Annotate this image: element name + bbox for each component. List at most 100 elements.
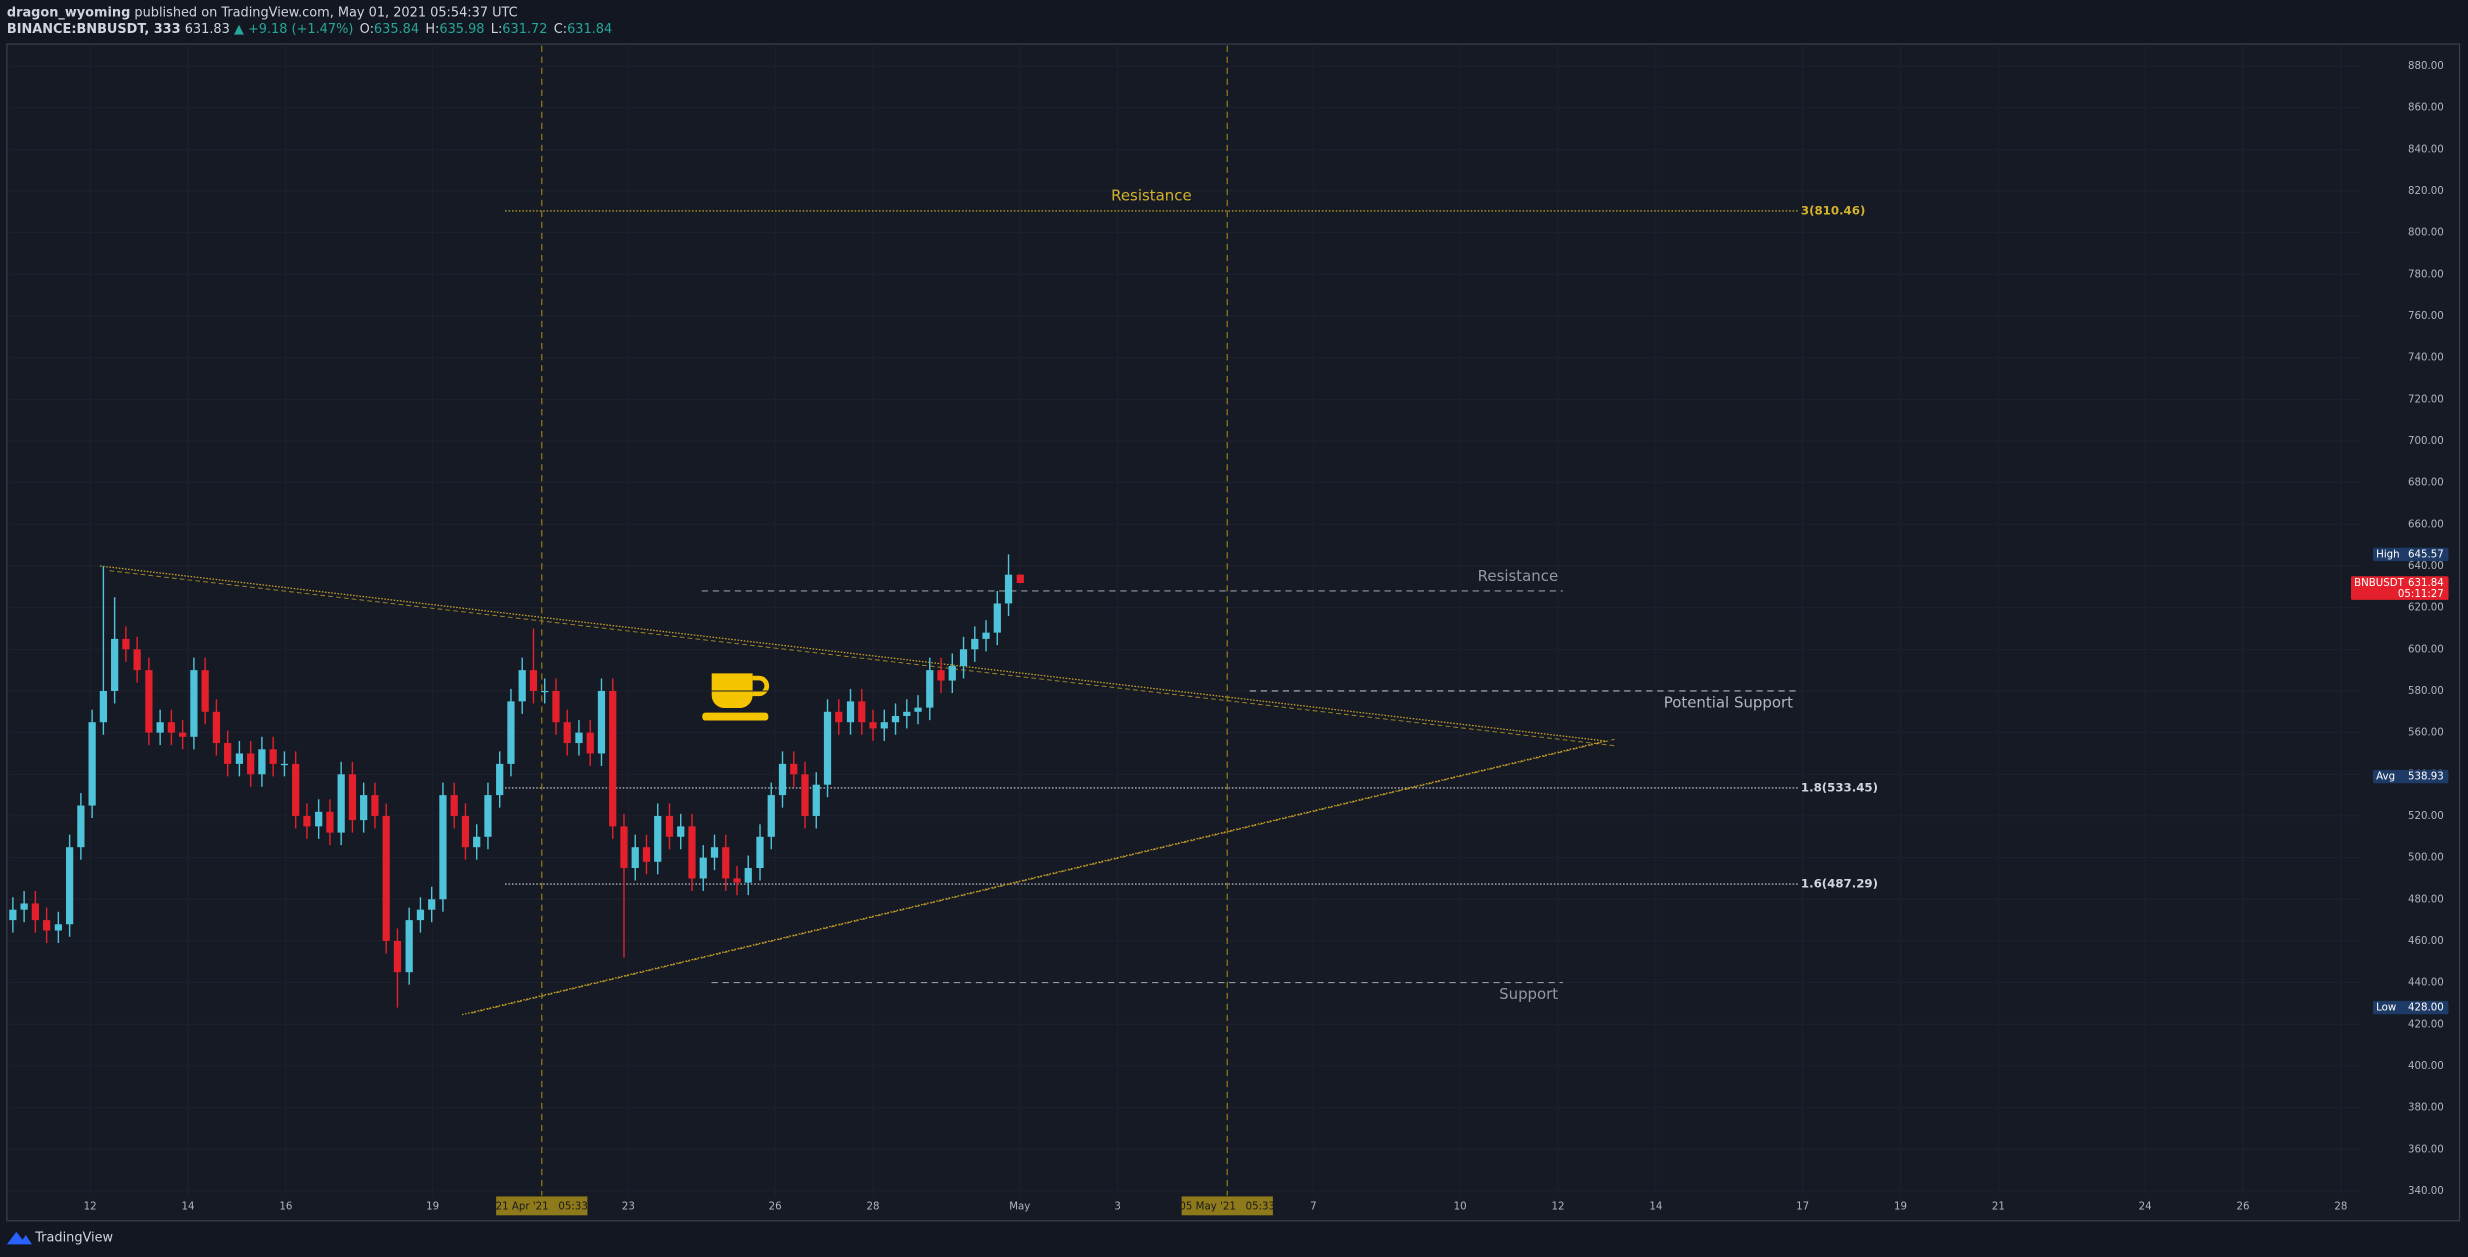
candle-body xyxy=(496,763,504,796)
x-tick-label: 10 xyxy=(1454,1202,1467,1213)
candle-body xyxy=(439,795,447,900)
candle-body xyxy=(801,774,809,816)
logo xyxy=(6,1231,33,1245)
candle-body xyxy=(292,763,300,816)
x-tick-label: 12 xyxy=(84,1202,97,1213)
y-tick-label: 760.00 xyxy=(2408,311,2444,322)
candle-body xyxy=(790,763,798,775)
y-tick-label: 340.00 xyxy=(2408,1186,2444,1197)
candle-body xyxy=(224,743,232,764)
trendline xyxy=(461,740,1606,1016)
symbol: BINANCE:BNBUSDT, 333 xyxy=(7,22,181,37)
x-tick-label: 16 xyxy=(279,1202,292,1213)
y-tick-label: 460.00 xyxy=(2408,936,2444,947)
level-label: 1.6(487.29) xyxy=(1801,877,1878,891)
candle-body xyxy=(1004,574,1013,604)
candle-body xyxy=(926,670,934,708)
candle-body xyxy=(484,795,492,837)
candle-body xyxy=(982,632,990,639)
y-tick-label: 680.00 xyxy=(2408,478,2444,489)
candle-body xyxy=(348,774,357,821)
x-tick-label: 19 xyxy=(1894,1202,1907,1213)
badge-timer: 05:11:27 xyxy=(2398,589,2444,600)
candle-body xyxy=(212,711,221,744)
candle-body xyxy=(710,847,719,858)
x-tick-label: 26 xyxy=(769,1202,782,1213)
y-tick-label: 420.00 xyxy=(2408,1019,2444,1030)
ohlc-label: C: xyxy=(554,22,567,37)
ohlc-label: O: xyxy=(360,22,374,37)
candle-body xyxy=(631,847,639,869)
candle-body xyxy=(744,868,752,883)
candle-body xyxy=(541,690,549,693)
y-tick-label: 700.00 xyxy=(2408,436,2444,447)
candle-body xyxy=(756,836,764,869)
published: published on TradingView.com, May 01, 20… xyxy=(134,5,517,20)
candle-body xyxy=(201,670,209,712)
candle-body xyxy=(846,701,855,723)
x-tick-label: 17 xyxy=(1796,1202,1809,1213)
candle-body xyxy=(247,753,255,775)
y-tick-label: 480.00 xyxy=(2408,894,2444,905)
trendline xyxy=(99,565,1606,742)
candle-body xyxy=(609,690,617,827)
candle-body xyxy=(269,749,277,764)
x-tick-label: 26 xyxy=(2236,1202,2249,1213)
x-tick-label: 14 xyxy=(182,1202,195,1213)
candle-body xyxy=(43,920,51,931)
x-tick-label: 28 xyxy=(867,1202,880,1213)
candle-body xyxy=(733,878,741,883)
level-title: Resistance xyxy=(1478,567,1559,585)
candle-body xyxy=(529,670,538,691)
badge-name: High xyxy=(2376,549,2400,560)
crosshair-label: 21 Apr '21 05:33 xyxy=(496,1202,588,1213)
candle-body xyxy=(903,711,911,716)
candle-body xyxy=(812,784,820,816)
x-tick-label: May xyxy=(1009,1202,1030,1213)
candle-body xyxy=(767,795,775,837)
candle-body xyxy=(699,857,707,879)
candle-body xyxy=(315,811,323,827)
candle-body xyxy=(133,649,141,671)
y-tick-label: 720.00 xyxy=(2408,394,2444,405)
candle-body xyxy=(416,909,425,921)
candle-body xyxy=(575,732,583,744)
candle-body xyxy=(778,763,787,796)
candle-body xyxy=(145,670,153,733)
candle-body xyxy=(88,722,96,806)
candle-body xyxy=(507,701,515,764)
header-line-2: BINANCE:BNBUSDT, 333 631.83 ▲ +9.18 (+1.… xyxy=(7,22,612,37)
x-tick-label: 21 xyxy=(1992,1202,2005,1213)
y-tick-label: 860.00 xyxy=(2408,103,2444,114)
candle-body xyxy=(473,836,481,848)
badge-name: Low xyxy=(2376,1003,2396,1014)
y-tick-label: 880.00 xyxy=(2408,61,2444,72)
candle-body xyxy=(665,815,674,837)
candle-body xyxy=(235,753,244,764)
candle-body xyxy=(156,722,164,733)
y-tick-label: 800.00 xyxy=(2408,228,2444,239)
x-tick-label: 14 xyxy=(1649,1202,1662,1213)
level-title: Potential Support xyxy=(1664,694,1793,712)
candle-body xyxy=(959,649,968,666)
candle-body xyxy=(869,722,877,729)
crosshair-box xyxy=(496,1196,588,1216)
candle-body xyxy=(280,763,289,766)
price-badge xyxy=(2373,769,2449,784)
candle-body xyxy=(360,795,368,821)
candle-body xyxy=(111,638,119,691)
x-tick-label: 24 xyxy=(2139,1202,2152,1213)
ohlc-label: H: xyxy=(425,22,439,37)
candle-body xyxy=(382,815,390,941)
y-tick-label: 360.00 xyxy=(2408,1144,2444,1155)
candle-body xyxy=(586,732,594,754)
header-line-1: dragon_wyoming published on TradingView.… xyxy=(7,5,518,20)
candle-body xyxy=(971,638,979,650)
candle-body xyxy=(179,732,187,737)
candle-body xyxy=(167,722,176,733)
candle-body xyxy=(518,670,526,702)
badge-value: 538.93 xyxy=(2408,772,2444,783)
candle-body xyxy=(54,924,62,931)
candle-body xyxy=(337,774,345,833)
